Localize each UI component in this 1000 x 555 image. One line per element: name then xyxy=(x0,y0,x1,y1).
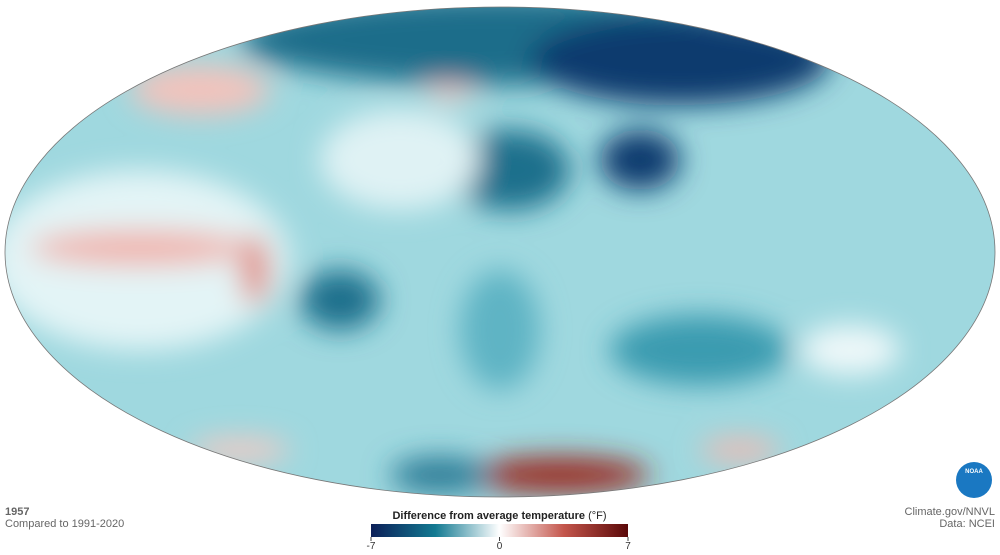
source: Climate.gov/NNVL xyxy=(904,506,995,518)
legend-title: Difference from average temperature xyxy=(392,510,586,522)
logo-text: NOAA xyxy=(965,469,983,475)
noaa-logo xyxy=(956,462,992,498)
legend-heading: Difference from average temperature (°F) xyxy=(371,510,628,522)
scale-tick-label: -7 xyxy=(367,541,376,552)
legend-unit: (°F) xyxy=(588,510,607,522)
scale-tick-label: 7 xyxy=(625,541,631,552)
scale-tick-label: 0 xyxy=(497,541,503,552)
globe-outline xyxy=(4,6,996,498)
data-credit: Data: NCEI xyxy=(939,518,995,530)
color-scale xyxy=(371,524,628,537)
baseline: Compared to 1991-2020 xyxy=(5,518,125,530)
year: 1957 xyxy=(5,506,30,518)
